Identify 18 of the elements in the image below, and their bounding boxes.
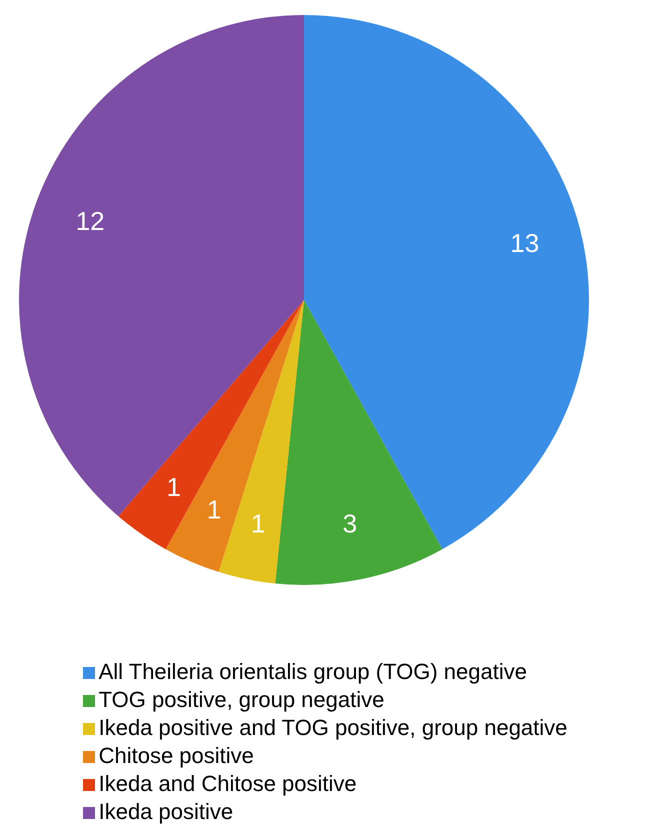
pie-slice: [275, 300, 442, 585]
data-label: 1: [206, 494, 222, 525]
pie-slice: [118, 300, 304, 550]
pie-slice: [19, 15, 304, 516]
pie-slice: [218, 300, 304, 584]
data-label: 13: [510, 228, 540, 258]
legend-label: Ikeda positive and TOG positive, group negative: [98, 715, 568, 740]
legend-label: TOG positive, group negative: [98, 687, 384, 712]
pie-slice: [166, 300, 304, 572]
legend-label: Ikeda positive: [98, 799, 234, 824]
legend-label: Ikeda and Chitose positive: [98, 771, 357, 796]
data-label: 1: [250, 508, 266, 538]
data-label: 1: [166, 472, 181, 502]
data-label: 3: [342, 508, 358, 538]
legend-label: All Theileria orientalis group (TOG) negative: [98, 659, 527, 684]
legend-label: Chitose positive: [98, 743, 254, 768]
pie-slice: [304, 15, 588, 550]
data-label: 12: [76, 206, 105, 236]
